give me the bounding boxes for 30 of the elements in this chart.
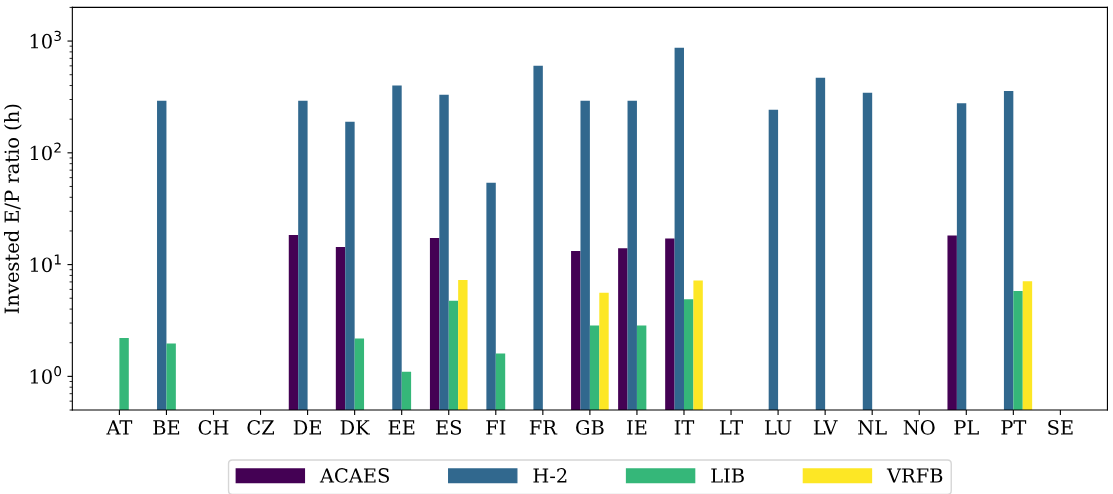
- x-tick-label: FR: [529, 420, 558, 435]
- legend-label: H-2: [533, 468, 567, 483]
- y-tick-label: 10$^{0}$: [30, 366, 62, 384]
- x-tick-label: ES: [436, 420, 462, 435]
- x-tick-label: IE: [627, 420, 647, 435]
- x-tick-label: BE: [153, 420, 180, 435]
- x-tick-label: PT: [1001, 420, 1027, 435]
- y-axis-title: Invested E/P ratio (h): [4, 104, 22, 314]
- x-tick-label: CH: [198, 420, 229, 435]
- y-tick-label: 10$^{2}$: [30, 142, 61, 161]
- x-tick-label: FI: [486, 420, 506, 435]
- x-tick-label: LV: [813, 420, 838, 435]
- x-tick-label: PL: [954, 420, 979, 435]
- x-tick-label: DK: [340, 420, 370, 435]
- x-tick-label: IT: [674, 420, 695, 435]
- x-tick-label: NL: [858, 420, 887, 435]
- x-tick-label: NO: [903, 420, 935, 435]
- x-tick-label: GB: [576, 420, 604, 435]
- x-tick-label: CZ: [247, 420, 274, 435]
- y-tick-label: 10$^{3}$: [30, 30, 61, 49]
- y-tick-label: 10$^{1}$: [30, 254, 61, 273]
- legend-label: LIB: [711, 468, 744, 483]
- x-tick-label: AT: [106, 420, 133, 435]
- legend-label: VRFB: [886, 468, 943, 483]
- x-tick-label: LU: [765, 420, 792, 435]
- x-tick-label: DE: [293, 420, 321, 435]
- x-tick-label: EE: [388, 420, 415, 435]
- legend-label: ACAES: [319, 468, 389, 483]
- x-tick-label: LT: [719, 420, 743, 435]
- x-tick-label: SE: [1048, 420, 1073, 435]
